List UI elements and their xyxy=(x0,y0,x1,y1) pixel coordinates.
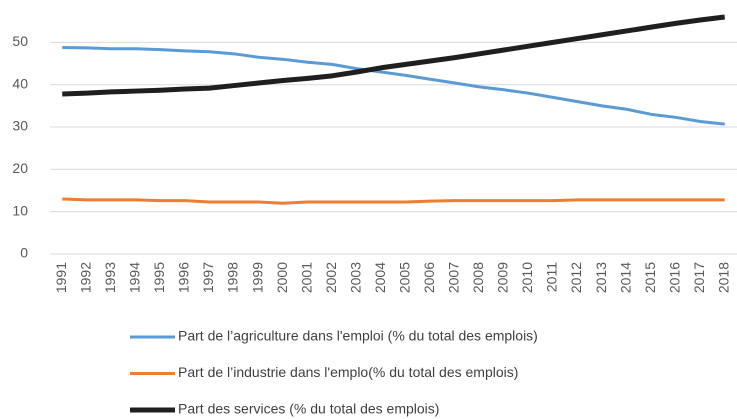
x-tick-label: 2002 xyxy=(323,262,339,293)
x-tick-label: 2004 xyxy=(372,262,388,293)
x-tick-label: 2009 xyxy=(495,262,511,293)
x-tick-label: 1992 xyxy=(78,262,94,293)
y-tick-label: 10 xyxy=(12,202,28,218)
x-tick-label: 1999 xyxy=(249,262,265,293)
x-tick-label: 1996 xyxy=(176,262,192,293)
y-tick-label: 20 xyxy=(12,160,28,176)
x-tick-label: 2005 xyxy=(396,262,412,293)
legend-label: Part de l’industrie dans l'emplo(% du to… xyxy=(178,364,518,380)
y-tick-label: 50 xyxy=(12,33,28,49)
x-tick-label: 1998 xyxy=(225,262,241,293)
x-tick-label: 1993 xyxy=(102,262,118,293)
y-tick-label: 30 xyxy=(12,118,28,134)
x-tick-label: 2006 xyxy=(421,262,437,293)
x-tick-label: 2017 xyxy=(691,262,707,293)
x-tick-label: 2014 xyxy=(617,262,633,293)
series-line xyxy=(62,14,726,97)
x-tick-label: 2001 xyxy=(298,262,314,293)
x-tick-label: 1995 xyxy=(151,262,167,293)
legend-label: Part de l’agriculture dans l'emploi (% d… xyxy=(178,328,538,344)
x-tick-label: 2008 xyxy=(470,262,486,293)
series-line xyxy=(62,45,725,126)
x-tick-label: 1994 xyxy=(127,262,143,293)
x-tick-label: 2013 xyxy=(593,262,609,293)
x-tick-label: 2011 xyxy=(544,262,560,292)
x-tick-label: 2015 xyxy=(642,262,658,293)
y-tick-label: 0 xyxy=(20,245,28,261)
x-tick-label: 1997 xyxy=(200,262,216,293)
x-tick-label: 2016 xyxy=(666,262,682,293)
x-tick-label: 2007 xyxy=(446,262,462,293)
legend-label: Part des services (% du total des emploi… xyxy=(178,401,439,417)
x-tick-label: 2003 xyxy=(347,262,363,293)
series-line xyxy=(62,197,725,205)
x-tick-label: 2000 xyxy=(274,262,290,293)
x-tick-label: 2010 xyxy=(519,262,535,293)
x-tick-label: 1991 xyxy=(53,262,69,293)
y-tick-label: 40 xyxy=(12,75,28,91)
x-tick-label: 2018 xyxy=(715,262,731,293)
legend: Part de l’agriculture dans l'emploi (% d… xyxy=(130,328,538,417)
x-tick-label: 2012 xyxy=(568,262,584,293)
